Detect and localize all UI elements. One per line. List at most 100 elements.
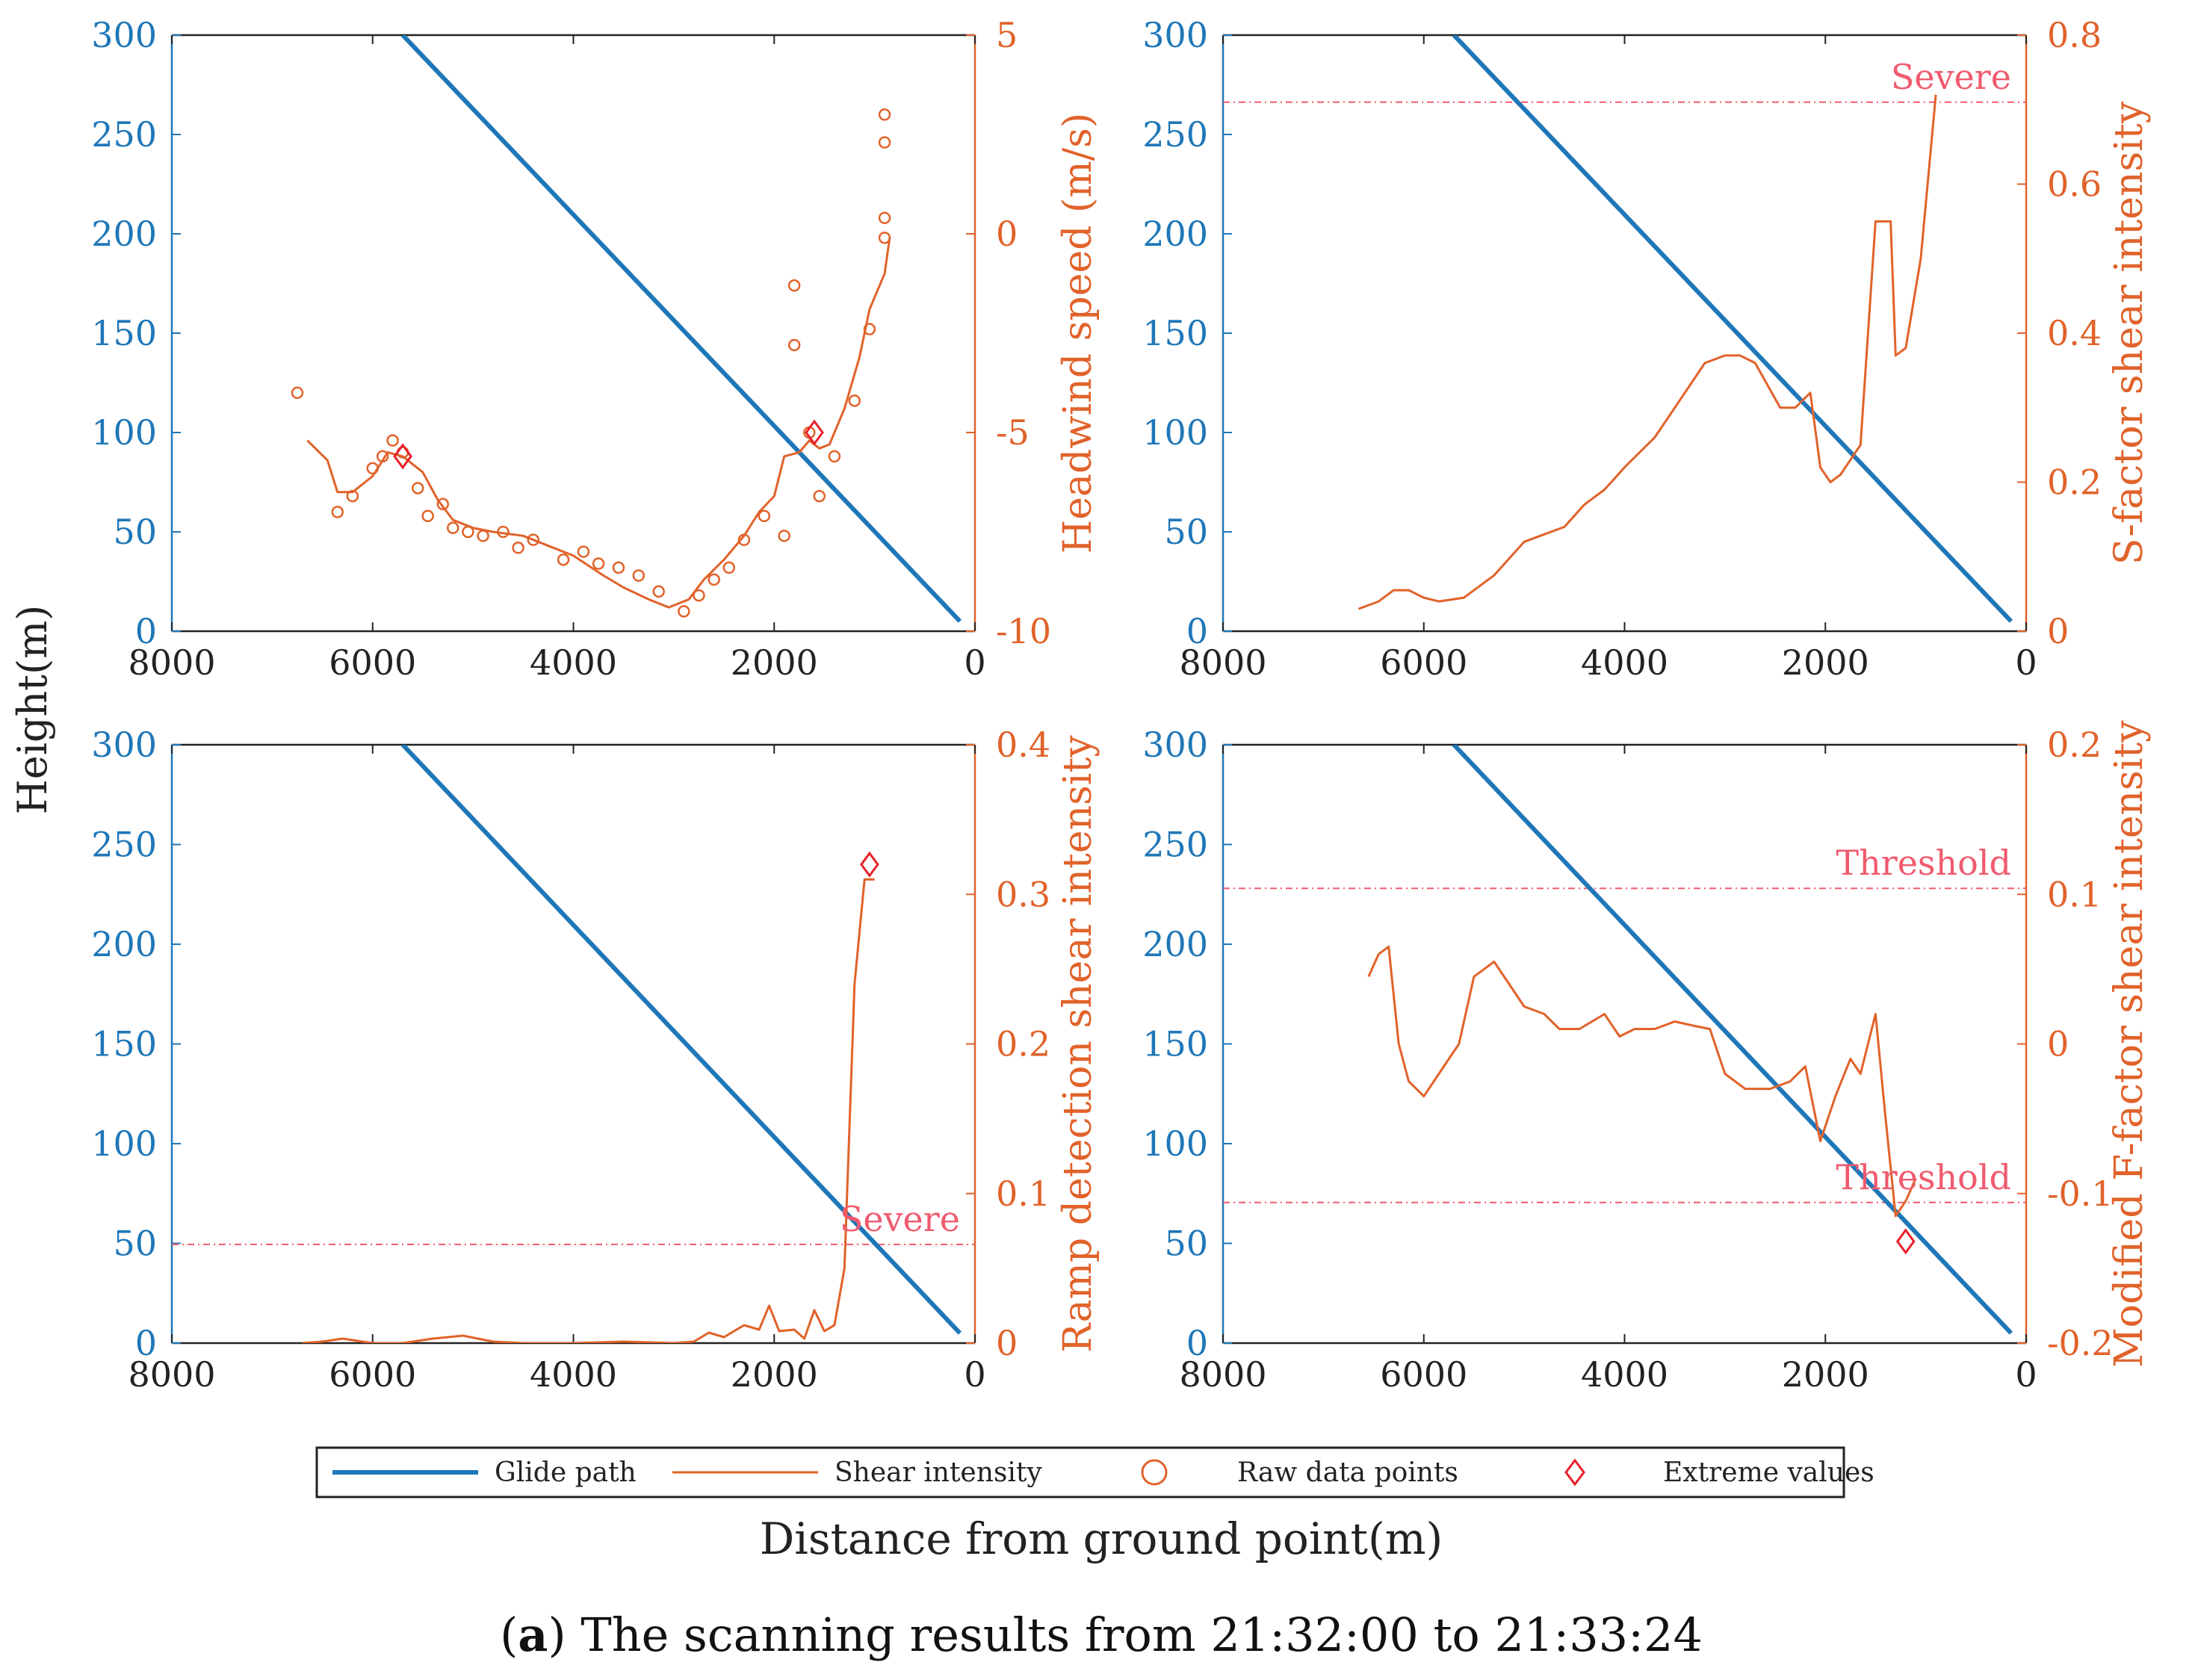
x-tick-label: 6000 (1380, 642, 1467, 683)
y-right-tick-label: 0.6 (2047, 164, 2102, 205)
shear-intensity-line (1367, 945, 1917, 1218)
y-right-tick-label: 0.2 (2047, 725, 2102, 765)
raw-data-point (758, 509, 771, 522)
raw-data-point (708, 573, 720, 586)
raw-data-point (376, 450, 389, 463)
x-tick-label: 2000 (1782, 1354, 1869, 1395)
y-left-tick-label: 300 (1142, 725, 1208, 765)
threshold-label: Severe (1891, 57, 2011, 97)
y-left-tick-label: 100 (91, 1123, 157, 1164)
y-left-tick-label: 300 (1142, 15, 1208, 55)
threshold-label: Threshold (1836, 843, 2011, 883)
panel-4: 8000 6000 4000 2000 0 300 250 200 150 100 50 0 0.2 0.… (1142, 720, 2152, 1395)
glide-path-line (400, 35, 962, 623)
threshold-label: Threshold (1836, 1157, 2011, 1197)
shared-ylabel: Height(m) (9, 605, 56, 815)
raw-data-point (678, 605, 690, 618)
raw-data-point (787, 279, 801, 292)
raw-data-point (447, 521, 459, 534)
x-tick-label: 0 (964, 1354, 985, 1395)
glide-path-line (400, 745, 962, 1335)
y-right-tick-label: 0 (996, 1323, 1018, 1363)
y-left-tick-label: 200 (1142, 214, 1208, 254)
extreme-value-marker (393, 443, 412, 470)
raw-data-point (557, 553, 570, 566)
raw-data-point (497, 525, 510, 539)
y-right-tick-label: 0.2 (2047, 462, 2102, 503)
y-right-tick-label: 0 (2047, 1024, 2069, 1064)
x-tick-label: 6000 (1380, 1354, 1467, 1395)
plot-area (1223, 745, 2026, 1335)
legend-raw-swatch (1141, 1459, 1168, 1486)
raw-data-point (436, 498, 450, 511)
raw-data-point (577, 545, 590, 558)
y-left-tick-label: 150 (1142, 313, 1208, 353)
x-tick-label: 8000 (1179, 1354, 1266, 1395)
x-tick-label: 0 (2015, 1354, 2037, 1395)
raw-data-point (386, 434, 399, 447)
y-left-tick-label: 0 (135, 1323, 157, 1363)
legend-raw-label: Raw data points (1237, 1457, 1458, 1488)
y-left-tick-label: 50 (113, 512, 157, 552)
y-right-axis-label: Modified F-factor shear intensity (2107, 720, 2152, 1368)
shear-intensity-line (306, 238, 891, 609)
raw-data-point (527, 533, 539, 546)
y-right-tick-label: 0.2 (996, 1024, 1050, 1064)
y-left-tick-label: 150 (1142, 1024, 1208, 1064)
y-left-tick-label: 250 (1142, 114, 1208, 155)
y-left-tick-label: 300 (91, 725, 157, 765)
raw-data-point (863, 323, 876, 335)
extreme-value-marker (1895, 1228, 1916, 1255)
raw-data-point (632, 569, 646, 582)
legend: Glide path Shear intensity Raw data poin… (315, 1446, 1874, 1498)
x-tick-label: 6000 (329, 1354, 416, 1395)
raw-data-point (778, 530, 790, 542)
raw-data-point (512, 542, 524, 554)
x-tick-label: 2000 (731, 1354, 818, 1395)
raw-data-point (346, 489, 359, 503)
y-left-tick-label: 0 (1186, 1323, 1208, 1363)
raw-data-point (592, 557, 605, 570)
x-tick-label: 6000 (329, 642, 416, 683)
threshold-label: Severe (840, 1199, 960, 1239)
y-right-tick-label: 0.4 (996, 725, 1050, 765)
y-right-tick-label: -0.1 (2047, 1174, 2114, 1214)
y-right-tick-label: 0.8 (2047, 15, 2102, 55)
y-right-tick-label: 0.1 (996, 1174, 1050, 1214)
x-tick-label: 4000 (530, 1354, 617, 1395)
raw-data-point (828, 450, 841, 463)
y-right-tick-label: -0.2 (2047, 1323, 2114, 1363)
y-left-tick-label: 50 (1164, 512, 1208, 552)
caption-prefix: ( (500, 1608, 518, 1662)
y-right-axis-label: S-factor shear intensity (2107, 101, 2152, 565)
y-left-tick-label: 100 (1142, 412, 1208, 453)
plot-area (291, 35, 962, 623)
y-left-tick-label: 150 (91, 313, 157, 353)
caption-bold: a (518, 1608, 548, 1662)
x-tick-label: 8000 (128, 1354, 215, 1395)
raw-data-point (612, 561, 625, 574)
x-tick-label: 0 (2015, 642, 2037, 683)
raw-data-point (848, 394, 861, 407)
raw-data-point (878, 211, 891, 224)
x-tick-label: 4000 (530, 642, 617, 683)
plot-area (1223, 35, 2026, 623)
raw-data-point (878, 136, 891, 149)
y-right-tick-label: 5 (996, 15, 1018, 55)
y-right-tick-label: 0.4 (2047, 313, 2102, 353)
raw-data-point (787, 338, 801, 352)
plot-area (172, 745, 975, 1343)
y-left-tick-label: 100 (91, 412, 157, 453)
panel-1: 8000 6000 4000 2000 030025020015010050050-5-… (91, 15, 1100, 683)
x-tick-label: 2000 (731, 642, 818, 683)
x-tick-label: 8000 (128, 642, 215, 683)
caption-suffix: ) The scanning results from 21:32:00 to … (548, 1608, 1702, 1662)
raw-data-point (411, 482, 424, 495)
x-tick-label: 4000 (1581, 1354, 1668, 1395)
legend-box (315, 1446, 1845, 1498)
y-left-tick-label: 0 (1186, 611, 1208, 651)
shear-intensity-line (1357, 94, 1937, 610)
y-left-tick-label: 200 (91, 924, 157, 964)
y-left-tick-label: 250 (91, 114, 157, 155)
